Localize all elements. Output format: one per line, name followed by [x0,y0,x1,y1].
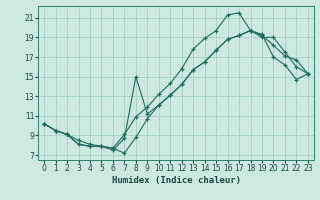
X-axis label: Humidex (Indice chaleur): Humidex (Indice chaleur) [111,176,241,185]
